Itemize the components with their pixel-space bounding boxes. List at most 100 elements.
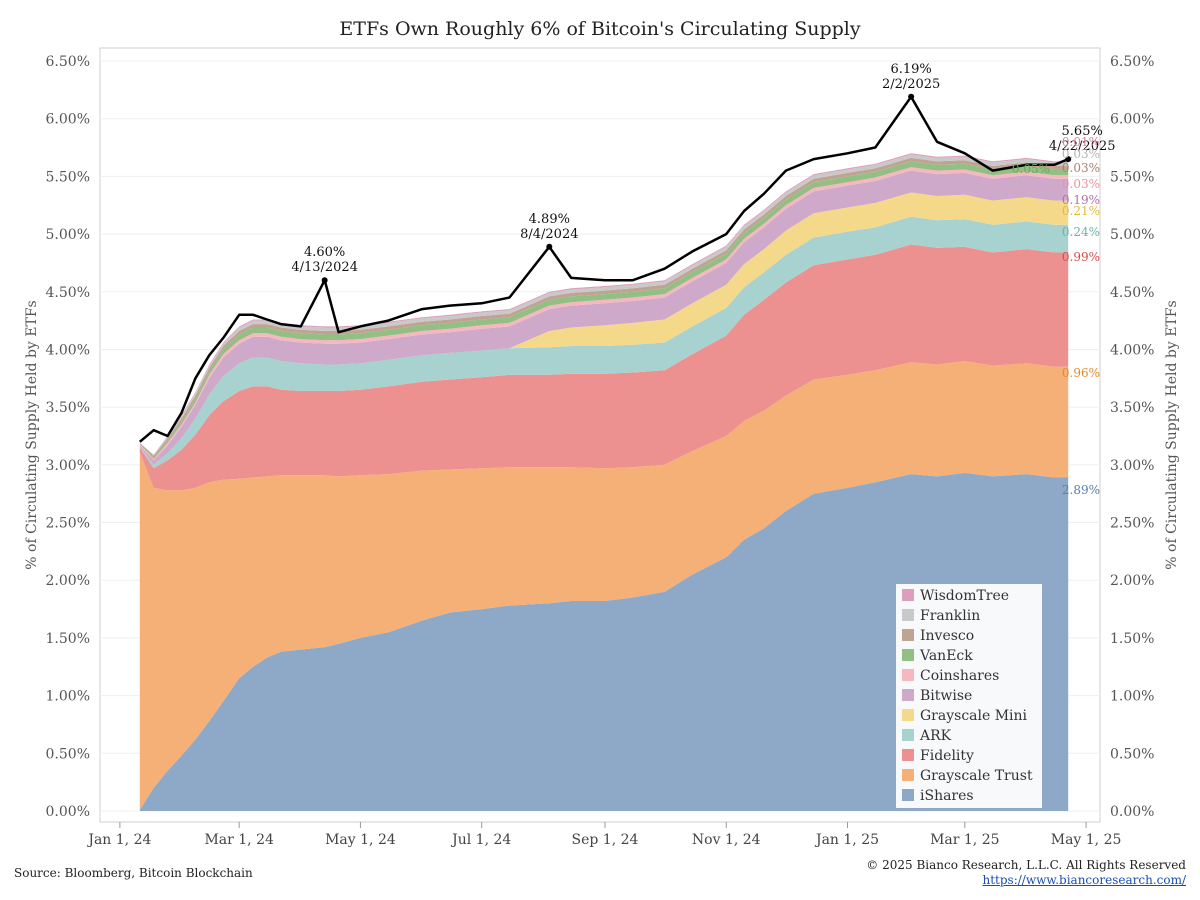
y-axis-title-left: % of Circulating Supply Held by ETFs (24, 300, 40, 569)
x-tick-label: Mar 1, 25 (930, 832, 999, 848)
annotation-value: 4.89% (529, 212, 570, 227)
plot-frame (99, 47, 1101, 823)
annotation-value: 5.65% (1062, 124, 1103, 139)
legend-swatch (902, 789, 914, 801)
legend-label: VanEck (920, 648, 973, 664)
end-label-vaneck: 0.05% (1012, 162, 1050, 176)
annotation-date: 2/2/2025 (882, 77, 940, 92)
area-grayscale-mini (139, 192, 1069, 465)
legend-label: Coinshares (920, 668, 1000, 684)
y-tick-label-left: 2.50% (46, 516, 90, 532)
legend-item-wisdomtree: WisdomTree (902, 588, 1009, 606)
area-grayscale-trust (139, 361, 1069, 810)
legend-label: Fidelity (920, 748, 974, 764)
end-label-ishares: 2.89% (1062, 483, 1100, 497)
legend-swatch (902, 689, 914, 701)
y-tick-label-right: 2.00% (1110, 573, 1154, 589)
legend-item-bitwise: Bitwise (902, 688, 972, 706)
y-tick-label-left: 1.50% (46, 631, 90, 647)
y-tick-label-right: 6.00% (1110, 112, 1154, 128)
x-tick-label: Nov 1, 24 (692, 832, 761, 848)
legend-item-coinshares: Coinshares (902, 668, 999, 686)
end-label-fidelity: 0.99% (1062, 250, 1100, 264)
y-tick-label-left: 6.00% (46, 112, 90, 128)
y-tick-label-right: 3.00% (1110, 458, 1154, 474)
y-tick-label-right: 5.50% (1110, 169, 1154, 185)
y-tick-label-right: 4.50% (1110, 285, 1154, 301)
y-tick-label-left: 0.50% (46, 746, 90, 762)
area-ark (139, 216, 1069, 469)
x-tick-label: Sep 1, 24 (572, 832, 639, 848)
legend-label: WisdomTree (920, 588, 1010, 604)
y-tick-label-right: 1.00% (1110, 689, 1154, 705)
annotation-marker (546, 243, 553, 250)
area-ishares (139, 472, 1069, 811)
legend-item-ishares: iShares (902, 788, 974, 806)
legend-item-franklin: Franklin (902, 608, 980, 626)
y-axis-title-right: % of Circulating Supply Held by ETFs (1164, 300, 1180, 569)
end-label-bitwise: 0.19% (1062, 193, 1100, 207)
area-fidelity (139, 244, 1069, 491)
legend-item-invesco: Invesco (902, 628, 974, 646)
end-label-coinshares: 0.03% (1062, 177, 1100, 191)
y-tick-label-left: 4.00% (46, 342, 90, 358)
legend-swatch (902, 709, 914, 721)
legend-swatch (902, 649, 914, 661)
stacked-areas (138, 95, 1069, 811)
x-tick-label: Mar 1, 24 (204, 832, 274, 848)
y-tick-label-right: 2.50% (1110, 516, 1154, 532)
y-tick-label-left: 4.50% (46, 285, 90, 301)
legend-label: ARK (920, 728, 952, 744)
y-tick-label-right: 1.50% (1110, 631, 1154, 647)
annotations: 4.60%4/13/2024 4.89%8/4/2024 6.19%2/2/2025… (291, 62, 1116, 284)
annotation-date: 8/4/2024 (520, 227, 578, 242)
end-label-grayscale-mini: 0.21% (1062, 204, 1100, 218)
legend-item-grayscale-mini: Grayscale Mini (902, 708, 1027, 726)
annotation-date: 4/22/2025 (1049, 139, 1116, 154)
annotation-marker (908, 93, 915, 100)
y-tick-label-right: 4.00% (1110, 342, 1154, 358)
y-tick-label-left: 5.50% (46, 169, 90, 185)
area-bitwise (139, 170, 1069, 465)
end-label-franklin: 0.03% (1062, 147, 1100, 161)
y-tick-label-right: 5.00% (1110, 227, 1154, 243)
y-tick-label-left: 1.00% (46, 689, 90, 705)
end-label-invesco: 0.03% (1062, 161, 1100, 175)
annotation-value: 4.60% (304, 245, 345, 260)
total-line (138, 95, 1069, 443)
legend-swatch (902, 589, 914, 601)
website-link[interactable]: https://www.biancoresearch.com/ (982, 873, 1186, 887)
annotation-marker (321, 277, 328, 284)
legend-item-ark: ARK (902, 728, 951, 746)
annotation-date: 4/13/2024 (291, 260, 358, 275)
legend-label: Bitwise (920, 688, 973, 704)
y-tick-label-left: 3.00% (46, 458, 90, 474)
legend-label: Grayscale Trust (920, 768, 1033, 784)
legend-swatch (902, 629, 914, 641)
end-label-wisdomtree: 0.01% (1062, 135, 1100, 149)
legend-swatch (902, 609, 914, 621)
x-tick-label: May 1, 25 (1051, 832, 1122, 848)
legend-item-vaneck: VanEck (902, 648, 973, 666)
copyright-note: © 2025 Bianco Research, L.L.C. All Right… (866, 858, 1186, 888)
legend-label: iShares (920, 788, 974, 804)
legend-label: Grayscale Mini (920, 708, 1028, 724)
y-tick-label-right: 6.50% (1110, 54, 1154, 70)
source-note: Source: Bloomberg, Bitcoin Blockchain (14, 866, 253, 880)
legend-item-fidelity: Fidelity (902, 748, 974, 766)
legend-swatch (902, 669, 914, 681)
x-tick-label: Jan 1, 24 (86, 832, 151, 848)
x-tick-label: Jul 1, 24 (450, 832, 511, 848)
legend-label: Franklin (920, 608, 981, 624)
x-tick-label: Jan 1, 25 (814, 832, 879, 848)
y-tick-label-left: 5.00% (46, 227, 90, 243)
legend-swatch (902, 729, 914, 741)
y-tick-label-right: 0.00% (1110, 804, 1154, 820)
y-tick-label-left: 0.00% (46, 804, 90, 820)
annotation-value: 6.19% (890, 62, 931, 77)
legend-swatch (902, 769, 914, 781)
axes: 0.00% 0.00% 0.50% 0.50% 1.00% 1.00% 1.50% 1.50%… (24, 54, 1180, 848)
copyright-text: © 2025 Bianco Research, L.L.C. All Right… (866, 858, 1186, 872)
y-tick-label-left: 2.00% (46, 573, 90, 589)
